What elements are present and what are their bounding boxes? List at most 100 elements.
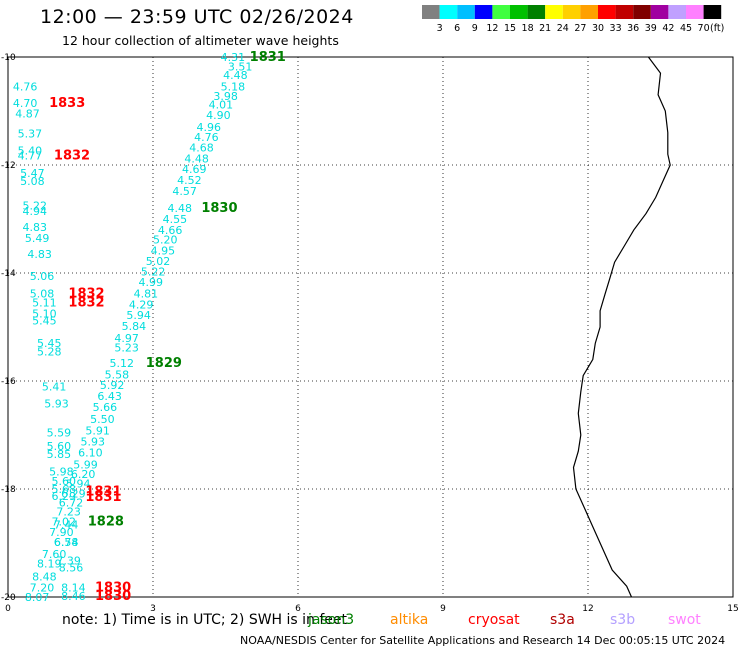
colorbar-tick: 36 (627, 23, 639, 34)
colorbar-tick: 3 (437, 23, 443, 34)
colorbar-swatch (457, 5, 475, 19)
colorbar-swatch (686, 5, 704, 19)
colorbar-swatch (474, 5, 493, 19)
wave-height-value: 6.29 (52, 490, 77, 503)
satellite-jason3: jason3 (308, 612, 355, 628)
colorbar-swatch (615, 5, 634, 19)
wave-height-value: 5.18 (221, 81, 246, 94)
wave-height-value: 4.48 (168, 202, 193, 215)
orbit-number-label: 1830 (201, 201, 237, 216)
wave-height-value: 7.23 (56, 506, 80, 519)
wave-height-value: 4.96 (197, 121, 222, 134)
orbit-number-label: 1831 (250, 50, 286, 65)
wave-height-value: 7.44 (54, 519, 79, 532)
map-grid (7, 56, 734, 598)
wave-height-value: 4.94 (23, 205, 48, 218)
wave-height-value: 4.55 (163, 213, 188, 226)
wave-height-value: 4.52 (177, 174, 202, 187)
colorbar-swatch (492, 5, 510, 19)
wave-height-value: 4.81 (134, 288, 159, 301)
wave-height-value: 5.45 (37, 337, 62, 350)
colorbar-swatch (422, 5, 440, 19)
wave-height-value: 6.29 (61, 487, 86, 500)
satellite-s3b: s3b (610, 612, 636, 628)
wave-height-value: 8.46 (61, 590, 86, 603)
wave-height-value: 5.60 (52, 475, 77, 488)
wave-height-value: 5.49 (25, 232, 49, 245)
orbit-number-label: 1832 (54, 148, 90, 163)
wave-height-value: 5.37 (18, 128, 42, 141)
wave-height-value: 8.14 (61, 581, 86, 594)
wave-height-value: 8.48 (32, 570, 57, 583)
wave-height-value: 5.60 (47, 440, 72, 453)
colorbar-tick: 39 (645, 23, 657, 34)
wave-height-value: 7.02 (52, 515, 77, 528)
colorbar-swatch (510, 5, 528, 19)
wave-height-value: 4.31 (221, 51, 246, 64)
wave-height-value: 5.59 (47, 426, 72, 439)
wave-height-value: 4.70 (13, 97, 38, 110)
axis-ticks: 0 3 6 9 12 15 -10 -12 -14 -16 -18 -20 (1, 53, 739, 614)
wave-height-value: 4.69 (182, 163, 207, 176)
colorbar-tick: 18 (522, 23, 534, 34)
wave-height-value: 5.85 (47, 448, 72, 461)
wave-height-value: 4.66 (158, 224, 183, 237)
wave-height-value: 4.29 (129, 298, 154, 311)
lon-tick-label: 3 (150, 604, 156, 614)
colorbar-swatch (439, 5, 458, 19)
wave-height-value: 4.99 (139, 276, 164, 289)
wave-height-value: 7.20 (30, 581, 55, 594)
lat-tick-label: -18 (1, 485, 16, 495)
lat-tick-label: -20 (1, 593, 16, 603)
orbit-number-label: 1828 (88, 514, 124, 529)
wave-height-value: 6.54 (54, 536, 79, 549)
wave-height-value: 5.99 (73, 459, 98, 472)
wave-height-value: 4.01 (209, 99, 234, 112)
wave-height-value: 4.57 (172, 185, 197, 198)
orbit-number-label: 1832 (68, 287, 104, 302)
wave-height-value: 4.77 (18, 149, 42, 162)
wave-height-value: 3.98 (213, 90, 238, 103)
colorbar-tick: 27 (574, 23, 586, 34)
orbit-number-label: 1830 (95, 580, 131, 595)
coastline (572, 56, 671, 598)
colorbar-tick: 70 (698, 23, 710, 34)
wave-height-value: 6.78 (54, 536, 79, 549)
colorbar-tick: 15 (504, 23, 516, 34)
wave-height-value: 7.90 (49, 526, 73, 539)
lat-tick-label: -10 (1, 53, 16, 63)
wave-height-value: 4.87 (15, 108, 40, 121)
wave-height-value: 4.48 (223, 69, 248, 82)
wave-height-value: 5.06 (30, 270, 55, 283)
wave-height-value: 5.94 (66, 478, 91, 491)
colorbar-tick: 45 (680, 23, 692, 34)
wave-height-value: 5.68 (52, 483, 77, 496)
wave-height-value: 8.19 (37, 558, 62, 571)
lon-tick-label: 12 (582, 604, 593, 614)
wave-height-value: 5.08 (30, 288, 55, 301)
wave-height-value: 8.07 (25, 591, 49, 604)
wave-height-value: 5.93 (44, 398, 69, 411)
wave-height-value: 3.51 (228, 61, 253, 74)
wave-height-value: 4.83 (27, 248, 52, 261)
lon-tick-label: 15 (727, 604, 738, 614)
wave-height-value: 4.83 (23, 221, 48, 234)
wave-height-value: 5.66 (93, 401, 118, 414)
colorbar-swatch (668, 5, 686, 19)
colorbar-swatch (633, 5, 651, 19)
orbit-number-label: 1830 (95, 589, 131, 604)
colorbar-tick: 42 (662, 23, 674, 34)
wave-height-value: 8.56 (59, 561, 84, 574)
wave-height-value: 4.95 (151, 244, 176, 257)
colorbar-swatch (527, 5, 546, 19)
colorbar-swatch (580, 5, 598, 19)
wave-height-value: 7.60 (42, 548, 66, 561)
wave-height-value: 5.22 (141, 265, 166, 278)
wave-height-value: 4.97 (114, 332, 139, 345)
colorbar-tick: 24 (557, 23, 569, 34)
footnote: note: 1) Time is in UTC; 2) SWH is in fe… (62, 612, 348, 628)
wave-height-value: 4.48 (184, 153, 209, 166)
wave-height-value: 5.94 (126, 309, 150, 322)
colorbar-tick: 9 (472, 23, 478, 34)
